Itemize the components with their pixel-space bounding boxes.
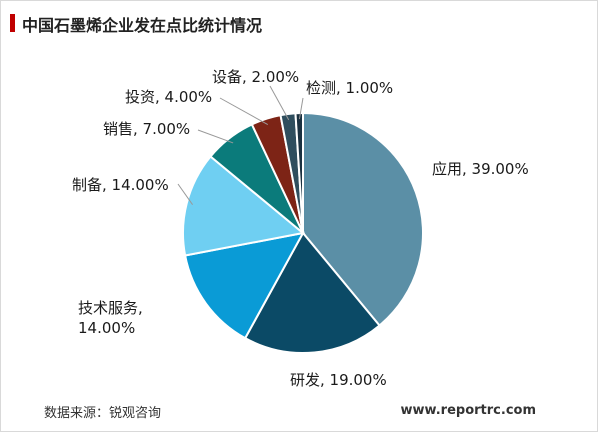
leader-line-4: [177, 183, 193, 205]
slice-label-3-line-1: 技术服务,: [78, 299, 143, 317]
slice-labels: 应用, 39.00% 研发, 19.00% 技术服务, 14.00% 制备, 14.00…: [72, 68, 529, 389]
pie-slice-2: [243, 231, 381, 354]
title-accent-bar: [10, 14, 15, 32]
chart-title: 中国石墨烯企业发在点比统计情况: [22, 16, 263, 35]
website-url: www.reportrc.com: [400, 403, 536, 418]
slice-label-1: 应用, 39.00%: [432, 160, 529, 178]
slice-label-7: 设备, 2.00%: [212, 68, 299, 86]
slice-label-5: 销售, 7.00%: [103, 120, 190, 138]
leader-line-5: [197, 129, 234, 144]
data-source: 数据来源：锐观咨询: [44, 406, 162, 421]
pie-slice-3: [183, 231, 305, 340]
pie-slice-4: [182, 155, 306, 257]
slice-label-8: 检测, 1.00%: [306, 79, 393, 97]
pie-slice-8: [294, 111, 304, 234]
leader-lines: [177, 85, 304, 205]
slice-label-4: 制备, 14.00%: [72, 176, 169, 194]
slice-label-3-line-2: 14.00%: [78, 319, 135, 337]
leader-line-7: [269, 85, 290, 121]
slice-label-6: 投资, 4.00%: [125, 88, 212, 106]
slice-label-2: 研发, 19.00%: [290, 371, 387, 389]
leader-line-6: [219, 97, 269, 126]
pie-slices: [182, 111, 424, 354]
pie-slice-1: [302, 111, 424, 327]
leader-line-8: [298, 97, 304, 120]
